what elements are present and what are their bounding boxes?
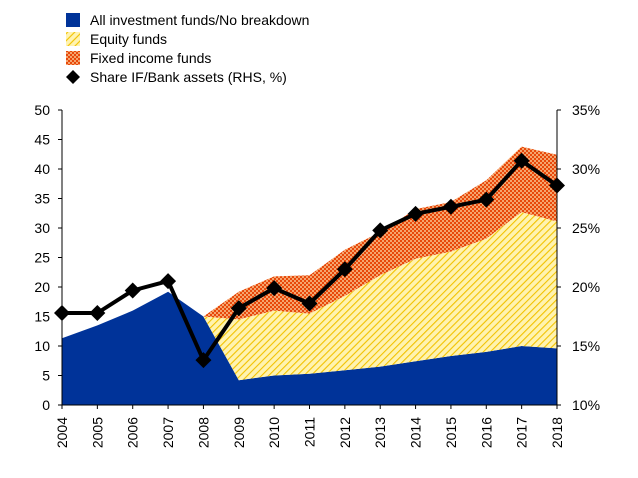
share-marker-2009 (230, 300, 247, 317)
legend-item-0: All investment funds/No breakdown (66, 12, 309, 28)
y-right-tick-label: 35% (572, 102, 600, 118)
share-marker-2013 (372, 222, 389, 239)
share-marker-2005 (89, 304, 106, 321)
y-right-tick-label: 20% (572, 279, 600, 295)
legend-item-1: Equity funds (66, 31, 167, 47)
y-left-tick-label: 20 (34, 279, 50, 295)
share-marker-2011 (301, 295, 318, 312)
y-left-tick-label: 25 (34, 250, 50, 266)
y-left-tick-label: 45 (34, 132, 50, 148)
x-tick-label-2017: 2017 (514, 417, 530, 448)
y-left-tick-label: 30 (34, 220, 50, 236)
y-left-tick-label: 0 (42, 397, 50, 413)
legend-label: All investment funds/No breakdown (90, 12, 309, 28)
x-tick-label-2014: 2014 (408, 417, 424, 448)
y-right-tick-label: 25% (572, 220, 600, 236)
share-marker-2006 (124, 282, 141, 299)
legend: All investment funds/No breakdown Equity … (66, 12, 309, 85)
x-tick-label-2009: 2009 (231, 417, 247, 448)
x-tick-label-2004: 2004 (54, 417, 70, 448)
axes: 0 5 10 15 20 25 30 35 40 45 50 10% 15% 20% 25% 30% 35% 20… (34, 102, 600, 448)
legend-swatch (66, 13, 80, 27)
y-left-tick-label: 5 (42, 368, 50, 384)
x-tick-label-2013: 2013 (372, 417, 388, 448)
share-marker-2008 (195, 352, 212, 369)
y-left-tick-label: 50 (34, 102, 50, 118)
share-marker-2012 (336, 261, 353, 278)
share-marker-2015 (442, 198, 459, 215)
y-right-tick-label: 15% (572, 338, 600, 354)
share-marker-2017 (513, 152, 530, 169)
x-tick-label-2012: 2012 (337, 417, 353, 448)
x-tick-label-2011: 2011 (302, 417, 318, 447)
legend-swatch (66, 32, 80, 46)
legend-swatch (66, 51, 80, 65)
legend-label: Equity funds (90, 31, 167, 47)
y-left-tick-label: 35 (34, 191, 50, 207)
legend-swatch-diamond (66, 70, 80, 84)
legend-label: Fixed income funds (90, 50, 211, 66)
x-tick-label-2005: 2005 (89, 417, 105, 448)
x-tick-label-2008: 2008 (195, 417, 211, 448)
x-tick-label-2007: 2007 (160, 417, 176, 448)
x-tick-label-2018: 2018 (549, 417, 565, 448)
x-tick-label-2016: 2016 (478, 417, 494, 448)
legend-label: Share IF/Bank assets (RHS, %) (90, 69, 287, 85)
x-tick-label-2010: 2010 (266, 417, 282, 448)
share-marker-2007 (160, 273, 177, 290)
area-equity-funds (203, 212, 557, 381)
y-left-tick-label: 40 (34, 161, 50, 177)
plot-areas (62, 146, 557, 405)
share-marker-2016 (478, 191, 495, 208)
y-left-tick-label: 15 (34, 309, 50, 325)
y-right-tick-label: 10% (572, 397, 600, 413)
y-left-tick-label: 10 (34, 338, 50, 354)
x-tick-label-2015: 2015 (443, 417, 459, 448)
legend-item-3: Share IF/Bank assets (RHS, %) (66, 69, 287, 85)
x-tick-label-2006: 2006 (125, 417, 141, 448)
share-marker-2014 (407, 205, 424, 222)
legend-item-2: Fixed income funds (66, 50, 211, 66)
y-right-tick-label: 30% (572, 161, 600, 177)
share-marker-2010 (266, 280, 283, 297)
